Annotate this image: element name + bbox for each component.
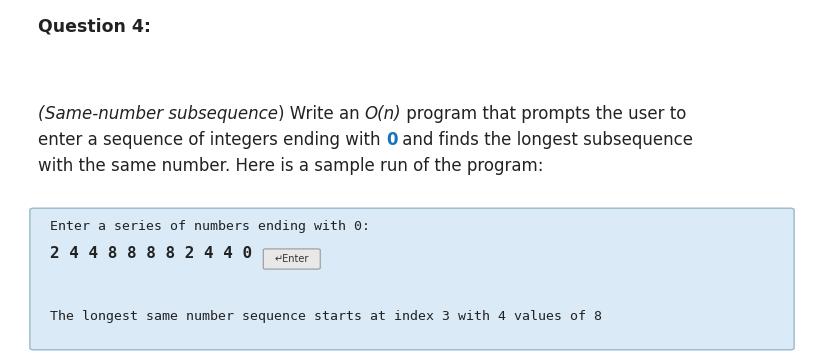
Text: program that prompts the user to: program that prompts the user to: [401, 105, 686, 123]
FancyBboxPatch shape: [30, 208, 794, 350]
Text: with the same number. Here is a sample run of the program:: with the same number. Here is a sample r…: [38, 157, 543, 175]
FancyBboxPatch shape: [263, 249, 321, 269]
Text: Enter a series of numbers ending with 0:: Enter a series of numbers ending with 0:: [50, 220, 370, 233]
Text: Question 4:: Question 4:: [38, 18, 151, 36]
Text: enter a sequence of integers ending with: enter a sequence of integers ending with: [38, 131, 386, 149]
Text: and finds the longest subsequence: and finds the longest subsequence: [397, 131, 693, 149]
Text: Same-number subsequence: Same-number subsequence: [44, 105, 278, 123]
Text: 0: 0: [386, 131, 397, 149]
Text: ↵Enter: ↵Enter: [275, 254, 309, 264]
Text: ) Write an: ) Write an: [278, 105, 364, 123]
Text: O(n): O(n): [364, 105, 401, 123]
Text: 2 4 4 8 8 8 8 2 4 4 0: 2 4 4 8 8 8 8 2 4 4 0: [50, 246, 261, 261]
Text: (: (: [38, 105, 44, 123]
Text: The longest same number sequence starts at index 3 with 4 values of 8: The longest same number sequence starts …: [50, 310, 602, 323]
